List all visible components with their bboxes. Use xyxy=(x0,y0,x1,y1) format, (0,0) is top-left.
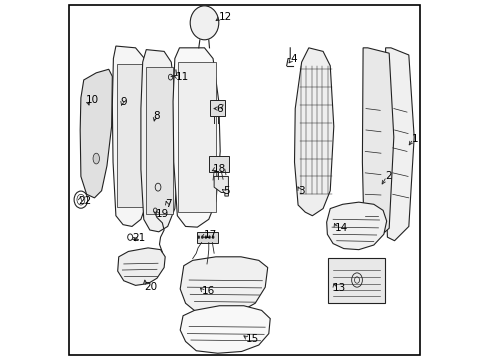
Polygon shape xyxy=(173,48,220,227)
Ellipse shape xyxy=(204,236,206,239)
Ellipse shape xyxy=(212,236,214,239)
Text: 5: 5 xyxy=(223,186,229,197)
FancyBboxPatch shape xyxy=(209,100,224,116)
FancyBboxPatch shape xyxy=(178,62,216,212)
FancyBboxPatch shape xyxy=(117,64,143,207)
Text: 21: 21 xyxy=(132,233,145,243)
Text: 4: 4 xyxy=(290,54,296,64)
Text: 14: 14 xyxy=(334,223,347,233)
Text: 17: 17 xyxy=(203,230,216,240)
Polygon shape xyxy=(141,50,178,232)
FancyBboxPatch shape xyxy=(146,67,173,214)
Polygon shape xyxy=(362,48,393,243)
Text: 8: 8 xyxy=(153,111,160,121)
Text: 19: 19 xyxy=(156,209,169,219)
FancyBboxPatch shape xyxy=(196,232,217,243)
Text: 12: 12 xyxy=(218,13,231,22)
Text: 22: 22 xyxy=(78,196,91,206)
Ellipse shape xyxy=(197,236,200,239)
Text: 18: 18 xyxy=(213,164,226,174)
Ellipse shape xyxy=(190,6,218,40)
Text: 10: 10 xyxy=(85,95,99,105)
Polygon shape xyxy=(80,69,112,198)
Text: 1: 1 xyxy=(411,134,417,144)
Polygon shape xyxy=(214,176,228,196)
Polygon shape xyxy=(112,46,151,226)
Polygon shape xyxy=(180,306,270,353)
Polygon shape xyxy=(326,202,386,249)
Text: 15: 15 xyxy=(246,334,259,344)
Text: 2: 2 xyxy=(384,171,391,181)
Text: 9: 9 xyxy=(121,97,127,107)
Ellipse shape xyxy=(201,236,203,239)
Text: 3: 3 xyxy=(298,186,304,196)
Polygon shape xyxy=(294,48,333,216)
Text: 7: 7 xyxy=(165,199,171,209)
Ellipse shape xyxy=(93,153,99,164)
Text: 20: 20 xyxy=(143,282,157,292)
Text: 16: 16 xyxy=(201,287,214,296)
Polygon shape xyxy=(118,248,165,285)
FancyBboxPatch shape xyxy=(209,156,228,172)
Text: 6: 6 xyxy=(216,104,223,113)
Text: 11: 11 xyxy=(176,72,189,82)
FancyBboxPatch shape xyxy=(328,257,384,303)
Text: 13: 13 xyxy=(332,283,346,293)
Ellipse shape xyxy=(208,236,210,239)
Polygon shape xyxy=(180,257,267,316)
Polygon shape xyxy=(385,48,413,241)
